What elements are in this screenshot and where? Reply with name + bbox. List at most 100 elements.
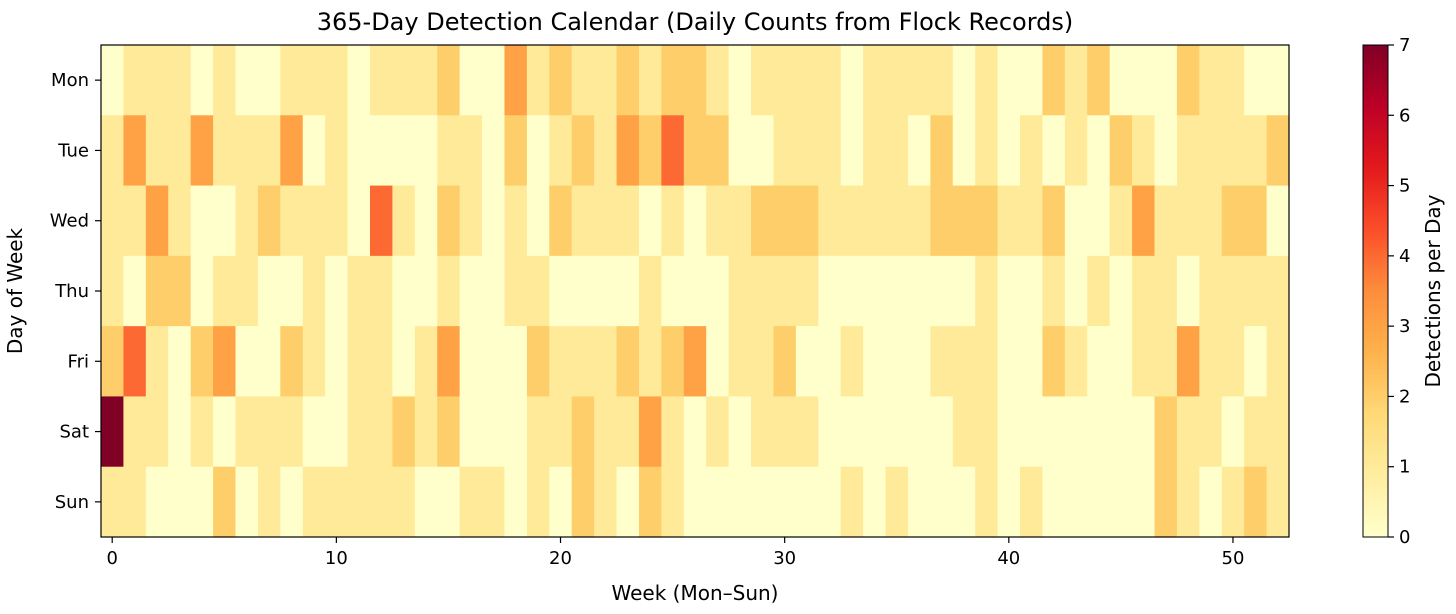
heatmap-cell	[280, 396, 304, 468]
heatmap-cell	[1266, 396, 1290, 468]
heatmap-cell	[257, 185, 281, 257]
heatmap-cell	[168, 326, 192, 398]
heatmap-cell	[751, 255, 775, 327]
colorbar-label: Detections per Day	[1421, 194, 1445, 387]
heatmap-cell	[818, 115, 842, 187]
heatmap-cell	[347, 255, 371, 327]
heatmap-cell	[1087, 255, 1111, 327]
heatmap-cell	[1244, 326, 1268, 398]
heatmap-cell	[168, 396, 192, 468]
heatmap-cell	[661, 185, 685, 257]
heatmap-cell	[795, 255, 819, 327]
heatmap-cell	[795, 115, 819, 187]
heatmap-cell	[1087, 45, 1111, 116]
heatmap-cell	[997, 185, 1021, 257]
heatmap-cell	[1154, 396, 1178, 468]
heatmap-cell	[1266, 255, 1290, 327]
heatmap-cell	[571, 185, 595, 257]
heatmap-cell	[930, 185, 954, 257]
heatmap-cell	[504, 115, 528, 187]
heatmap-cell	[594, 396, 618, 468]
heatmap-cell	[1020, 45, 1044, 116]
heatmap-cell	[683, 45, 707, 116]
heatmap-cell	[1132, 466, 1156, 538]
heatmap-cell	[414, 326, 438, 398]
heatmap-cell	[437, 396, 461, 468]
heatmap-cell	[1132, 255, 1156, 327]
heatmap-cell	[975, 185, 999, 257]
heatmap-cell	[840, 115, 864, 187]
heatmap-cell	[1020, 255, 1044, 327]
heatmap-cell	[1020, 466, 1044, 538]
heatmap-cell	[325, 115, 349, 187]
heatmap-cell	[571, 255, 595, 327]
heatmap-cell	[661, 115, 685, 187]
chart-title: 365-Day Detection Calendar (Daily Counts…	[317, 8, 1074, 36]
heatmap-cell	[526, 115, 550, 187]
heatmap-cell	[190, 396, 214, 468]
y-tick-label: Sun	[55, 492, 89, 513]
heatmap-cell	[1199, 326, 1223, 398]
heatmap-cell	[1199, 396, 1223, 468]
heatmap-cell	[101, 466, 125, 538]
heatmap-cell	[952, 466, 976, 538]
heatmap-cell	[213, 466, 237, 538]
colorbar-tick-label: 4	[1399, 246, 1410, 267]
heatmap-cell	[728, 185, 752, 257]
heatmap-cell	[1221, 255, 1245, 327]
heatmap-cell	[347, 326, 371, 398]
heatmap-cell	[818, 466, 842, 538]
heatmap-cell	[661, 326, 685, 398]
heatmap-cell	[504, 396, 528, 468]
heatmap-cell	[571, 115, 595, 187]
heatmap-cell	[863, 466, 887, 538]
heatmap-cell	[1087, 396, 1111, 468]
heatmap-cell	[751, 326, 775, 398]
heatmap-cell	[1064, 115, 1088, 187]
heatmap-cell	[549, 396, 573, 468]
heatmap-cell	[616, 185, 640, 257]
heatmap-cell	[482, 396, 506, 468]
heatmap-cell	[414, 45, 438, 116]
heatmap-cell	[145, 326, 169, 398]
heatmap-cell	[347, 466, 371, 538]
heatmap-cell	[482, 45, 506, 116]
heatmap-cell	[751, 396, 775, 468]
heatmap-cell	[369, 326, 393, 398]
heatmap-cell	[526, 255, 550, 327]
heatmap-cell	[1132, 45, 1156, 116]
heatmap-cell	[885, 255, 909, 327]
heatmap-cells	[101, 45, 1290, 538]
heatmap-cell	[1221, 45, 1245, 116]
heatmap-cell	[638, 115, 662, 187]
heatmap-cell	[907, 466, 931, 538]
heatmap-cell	[168, 185, 192, 257]
heatmap-cell	[235, 115, 259, 187]
heatmap-cell	[1266, 115, 1290, 187]
heatmap-cell	[347, 45, 371, 116]
heatmap-cell	[1154, 115, 1178, 187]
heatmap-cell	[1042, 326, 1066, 398]
heatmap-cell	[594, 255, 618, 327]
heatmap-cell	[863, 396, 887, 468]
heatmap-cell	[818, 45, 842, 116]
heatmap-cell	[975, 115, 999, 187]
heatmap-cell	[818, 185, 842, 257]
heatmap-cell	[145, 115, 169, 187]
heatmap-cell	[414, 466, 438, 538]
heatmap-cell	[459, 466, 483, 538]
heatmap-cell	[1132, 115, 1156, 187]
heatmap-cell	[952, 326, 976, 398]
heatmap-cell	[459, 185, 483, 257]
heatmap-cell	[168, 45, 192, 116]
heatmap-cell	[1244, 185, 1268, 257]
heatmap-cell	[885, 185, 909, 257]
heatmap-cell	[840, 466, 864, 538]
heatmap-cell	[1176, 255, 1200, 327]
heatmap-cell	[594, 115, 618, 187]
heatmap-cell	[1109, 466, 1133, 538]
colorbar-tick-label: 2	[1399, 386, 1410, 407]
heatmap-cell	[369, 255, 393, 327]
heatmap-cell	[123, 326, 147, 398]
heatmap-cell	[1109, 255, 1133, 327]
